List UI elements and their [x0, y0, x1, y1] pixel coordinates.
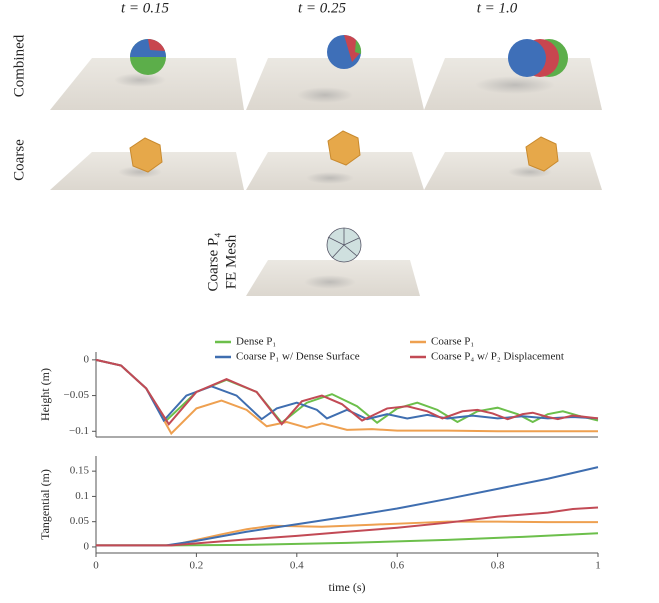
x-tick-label: 0.6: [390, 560, 404, 572]
y-tick-label: 0: [84, 540, 90, 552]
x-tick-label: 0: [93, 560, 99, 572]
legend-label: Coarse P₄ w/ P₂ Displacement: [431, 351, 564, 363]
series-line: [96, 467, 598, 545]
row-label: Combined: [11, 34, 27, 97]
series-line: [96, 533, 598, 545]
figure: t = 0.15 t = 0.25 t = 1.0 Combined Coars…: [0, 0, 659, 603]
y-tick-label: 0: [84, 353, 90, 365]
column-label: t = 1.0: [477, 0, 518, 16]
y-tick-label: −0.05: [64, 389, 90, 401]
x-axis-label: time (s): [329, 580, 366, 594]
y-tick-label: 0.1: [75, 490, 89, 502]
row-label: Coarse: [11, 139, 27, 181]
renders: [50, 35, 602, 296]
y-axis-label: Tangential (m): [38, 469, 52, 540]
page: {"figure": {"columns": ["t = 0.15", "t =…: [0, 0, 659, 603]
y-tick-label: 0.15: [70, 465, 90, 477]
row-label: Coarse P₄: [205, 233, 221, 292]
column-label: t = 0.15: [121, 0, 170, 16]
x-tick-label: 1: [595, 560, 601, 572]
series-line: [96, 522, 598, 546]
legend-label: Coarse P₁ w/ Dense Surface: [236, 351, 360, 363]
column-label: t = 0.25: [298, 0, 347, 16]
row-label: FE Mesh: [223, 234, 239, 289]
y-axis-label: Height (m): [38, 368, 52, 421]
x-tick-label: 0.4: [290, 560, 304, 572]
x-tick-label: 0.8: [491, 560, 505, 572]
series-line: [96, 360, 598, 421]
y-tick-label: −0.1: [69, 425, 89, 437]
y-tick-label: 0.05: [70, 515, 90, 527]
x-tick-label: 0.2: [190, 560, 204, 572]
legend-label: Dense P₁: [236, 336, 276, 348]
legend-label: Coarse P₁: [431, 336, 474, 348]
